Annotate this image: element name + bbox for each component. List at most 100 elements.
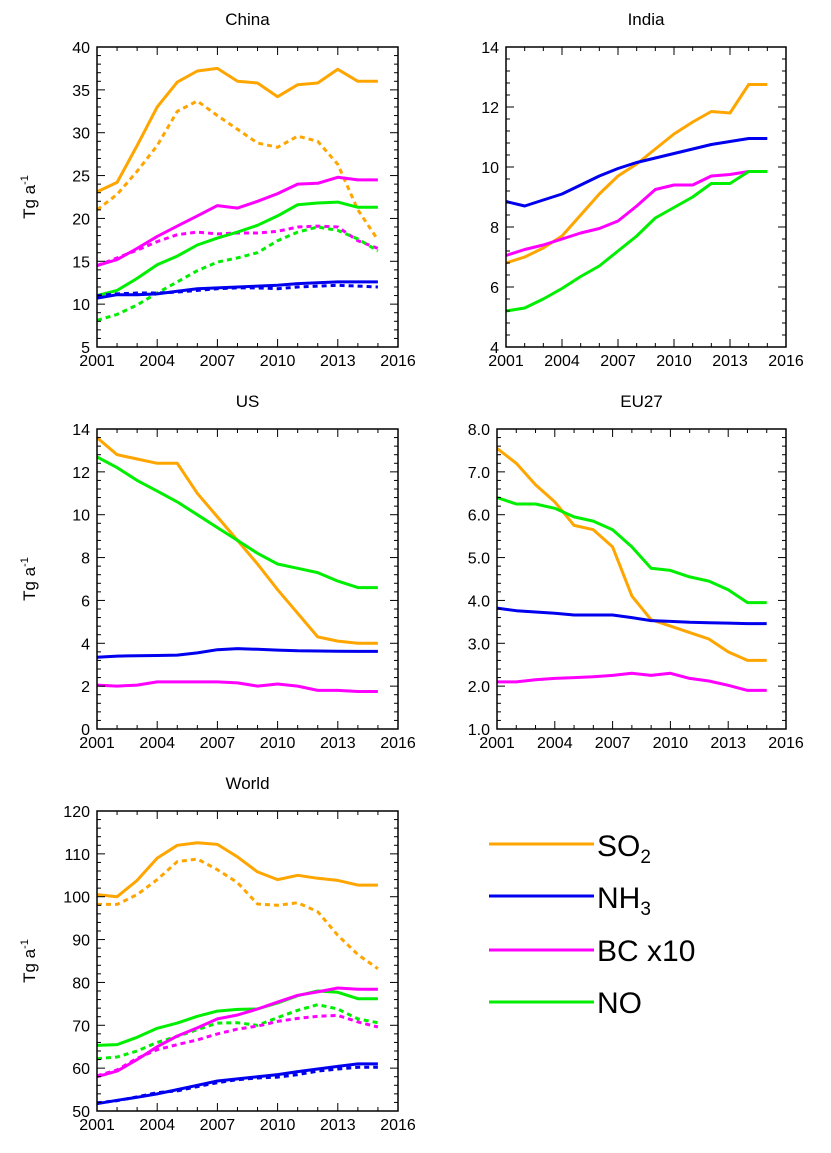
x-tick-label-us: 2004	[139, 735, 175, 752]
x-tick-label-india: 2004	[544, 353, 580, 370]
x-tick-label-india: 2010	[656, 353, 692, 370]
panel-title-world: World	[225, 774, 269, 793]
series-nh3-solid-india	[505, 137, 768, 208]
series-nh3-solid-eu27	[496, 606, 767, 626]
y-tick-label-us: 12	[72, 465, 90, 482]
y-tick-label-eu27: 3.0	[468, 636, 490, 653]
y-tick-label-eu27: 4.0	[468, 593, 490, 610]
y-tick-label-world: 70	[72, 1018, 90, 1035]
panel-title-eu27: EU27	[620, 392, 663, 411]
y-tick-label-india: 4	[490, 340, 499, 357]
y-tick-label-us: 10	[72, 508, 90, 525]
y-tick-label-us: 0	[81, 722, 90, 739]
x-tick-label-world: 2001	[79, 1117, 115, 1134]
series-so2-solid-eu27	[496, 447, 767, 662]
y-tick-label-china: 5	[81, 340, 90, 357]
x-tick-label-world: 2013	[320, 1117, 356, 1134]
x-tick-label-india: 2007	[600, 353, 636, 370]
x-tick-label-us: 2010	[260, 735, 296, 752]
plot-frame-eu27	[496, 428, 787, 730]
legend-label-no: NO	[597, 987, 642, 1020]
plot-frame-india	[505, 46, 787, 348]
panel-eu27: EU27 2001 2004 2007 2010 2013 2016 1.0 2.0 3.0 4.0…	[468, 392, 804, 752]
y-axis-label-china: Tg a-1	[19, 175, 39, 219]
y-tick-label-world: 100	[63, 890, 90, 907]
series-bc-solid-world	[96, 986, 378, 1079]
legend: SO2 NH3 BC x10 NO	[489, 830, 695, 1020]
y-tick-label-world: 90	[72, 933, 90, 950]
y-tick-label-us: 14	[72, 422, 90, 439]
x-tick-label-china: 2010	[260, 353, 296, 370]
y-tick-label-india: 10	[481, 160, 499, 177]
x-tick-label-world: 2016	[380, 1117, 416, 1134]
series-nh3-solid-us	[96, 647, 378, 659]
x-tick-label-eu27: 2016	[768, 735, 804, 752]
y-tick-label-china: 15	[72, 254, 90, 271]
y-tick-label-world: 60	[72, 1061, 90, 1078]
x-tick-label-eu27: 2004	[537, 735, 573, 752]
panel-title-us: US	[236, 392, 260, 411]
panel-us: US Tg a-1 2001 2004 2007 2010 2013 2016 0 2 4 6 8 10 1…	[19, 392, 416, 752]
x-tick-label-eu27: 2007	[595, 735, 631, 752]
y-tick-label-india: 12	[481, 100, 499, 117]
plot-frame-world	[96, 810, 399, 1112]
series-no-dashed-world	[96, 1003, 379, 1061]
series-no-solid-china	[96, 200, 378, 298]
series-so2-solid-world	[96, 841, 378, 899]
series-no-solid-us	[96, 455, 378, 590]
panel-title-china: China	[225, 10, 270, 29]
y-tick-label-china: 35	[72, 83, 90, 100]
series-no-dashed-china	[96, 225, 379, 322]
plot-frame-us	[96, 428, 399, 730]
series-nh3-dashed-world	[96, 1065, 378, 1105]
series-so2-dashed-china	[96, 99, 380, 241]
panel-china: China Tg a-1 2001 2004 2007 2010 2013 2016 5 10 15…	[19, 10, 416, 370]
x-tick-label-china: 2004	[139, 353, 175, 370]
panel-world: World Tg a-1 2001 2004 2007 2010 2013 2016 50 60 7…	[19, 774, 416, 1134]
x-tick-label-world: 2010	[260, 1117, 296, 1134]
plot-frame-china	[96, 46, 399, 348]
series-nh3-dashed-china	[96, 283, 378, 298]
series-no-solid-india	[505, 170, 768, 313]
series-bc-solid-china	[96, 175, 378, 268]
series-no-solid-world	[96, 989, 378, 1047]
x-tick-label-china: 2013	[320, 353, 356, 370]
panel-title-india: India	[628, 10, 665, 29]
y-tick-label-eu27: 2.0	[468, 679, 490, 696]
y-tick-label-eu27: 5.0	[468, 551, 490, 568]
series-no-solid-eu27	[496, 496, 767, 605]
y-tick-label-india: 6	[490, 280, 499, 297]
y-tick-label-china: 30	[72, 126, 90, 143]
legend-label-bc: BC x10	[597, 935, 695, 968]
y-tick-label-us: 8	[81, 551, 90, 568]
x-tick-label-china: 2001	[79, 353, 115, 370]
y-tick-label-china: 25	[72, 169, 90, 186]
legend-label-nh3: NH3	[597, 882, 651, 920]
y-tick-label-china: 20	[72, 211, 90, 228]
series-so2-dashed-world	[97, 857, 379, 970]
x-tick-label-india: 2013	[712, 353, 748, 370]
series-bc-solid-india	[505, 170, 768, 257]
x-tick-label-world: 2007	[200, 1117, 236, 1134]
x-tick-label-us: 2007	[200, 735, 236, 752]
y-tick-label-us: 2	[81, 679, 90, 696]
series-nh3-solid-world	[96, 1062, 378, 1106]
series-so2-solid-china	[96, 66, 378, 194]
y-tick-label-eu27: 1.0	[468, 722, 490, 739]
x-tick-label-india: 2001	[488, 353, 524, 370]
y-tick-label-india: 8	[490, 220, 499, 237]
y-tick-label-china: 40	[72, 40, 90, 57]
x-tick-label-india: 2016	[768, 353, 804, 370]
y-tick-label-china: 10	[72, 297, 90, 314]
series-bc-solid-eu27	[497, 671, 767, 692]
y-axis-label-us: Tg a-1	[19, 557, 39, 601]
y-tick-label-world: 120	[63, 804, 90, 821]
x-tick-label-world: 2004	[139, 1117, 175, 1134]
x-tick-label-eu27: 2010	[653, 735, 689, 752]
x-tick-label-us: 2001	[79, 735, 115, 752]
y-tick-label-world: 50	[72, 1104, 90, 1121]
y-tick-label-eu27: 6.0	[468, 508, 490, 525]
x-tick-label-eu27: 2013	[710, 735, 746, 752]
legend-label-so2: SO2	[597, 830, 651, 868]
